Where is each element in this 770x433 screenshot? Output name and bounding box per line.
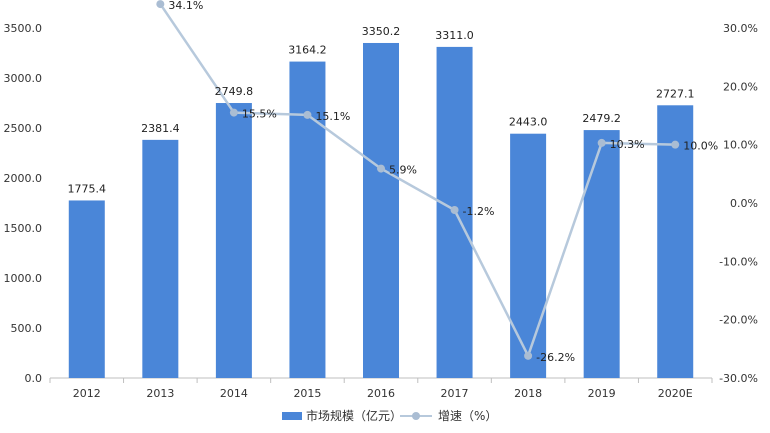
bar-value-label: 2749.8 (215, 85, 254, 98)
left-axis-tick-label: 3000.0 (4, 72, 43, 85)
growth-value-label: 10.3% (610, 138, 645, 151)
left-axis-tick-label: 500.0 (11, 322, 43, 335)
bar (215, 103, 252, 379)
growth-value-label: 34.1% (168, 0, 203, 12)
x-axis-tick-label: 2013 (146, 387, 174, 400)
x-axis-tick-label: 2012 (73, 387, 101, 400)
x-axis-tick-label: 2014 (220, 387, 248, 400)
growth-point (597, 138, 606, 147)
x-axis-tick-label: 2016 (367, 387, 395, 400)
bar-value-label: 2381.4 (141, 122, 180, 135)
bar-value-label: 3350.2 (362, 25, 401, 38)
right-axis-tick-label: 10.0% (723, 139, 758, 152)
bar (363, 42, 399, 378)
growth-value-label: 10.0% (683, 140, 718, 153)
bar-value-label: 2443.0 (509, 116, 548, 129)
x-axis-tick-label: 2015 (293, 387, 321, 400)
x-axis-tick-label: 2020E (658, 387, 693, 400)
legend-bar-label: 市场规模（亿元） (306, 408, 402, 423)
growth-point (450, 206, 459, 214)
bar (68, 200, 105, 378)
growth-line (159, 3, 676, 358)
bar (510, 133, 547, 378)
growth-point (229, 108, 238, 117)
left-axis: 0.0 500.0 1000.0 1500.0 2000.0 2500.0 3000.0 35… (4, 22, 43, 385)
growth-value-label: 5.9% (389, 164, 417, 177)
growth-point (303, 110, 312, 119)
growth-point (377, 164, 385, 173)
x-axis-tick-label: 2018 (514, 387, 542, 400)
left-axis-tick-label: 0.0 (25, 372, 43, 385)
right-axis-tick-label: -30.0% (719, 372, 758, 385)
right-axis-tick-label: -20.0% (719, 314, 758, 327)
growth-point (156, 0, 165, 9)
legend-line-label: 增速（%） (438, 409, 497, 423)
left-axis-tick-label: 2000.0 (4, 172, 43, 185)
left-axis-tick-label: 1000.0 (4, 272, 43, 285)
bar-value-label: 2727.1 (656, 87, 695, 100)
data-labels: 1775.4 2381.4 2749.8 3164.2 3350.2 3311.0 2443… (68, 0, 719, 364)
legend-line-point (412, 412, 420, 420)
bar (583, 130, 620, 378)
x-axis-tick-label: 2017 (441, 387, 469, 400)
bar-value-label: 3311.0 (435, 29, 474, 42)
legend-bar-swatch (282, 412, 302, 420)
growth-value-label: 15.1% (315, 110, 350, 123)
growth-value-label: 15.5% (242, 108, 277, 121)
bar-value-label: 3164.2 (288, 44, 327, 57)
right-axis-tick-label: 30.0% (723, 22, 758, 35)
bar (657, 105, 694, 378)
right-axis-tick-label: 20.0% (723, 80, 758, 93)
x-axis: 2012 2013 2014 2015 2016 2017 2018 2019 2020E (49, 377, 713, 400)
x-axis-tick-label: 2019 (588, 387, 616, 400)
bar-value-label: 1775.4 (68, 182, 107, 195)
bar-series (68, 42, 694, 379)
right-axis: -30.0% -20.0% -10.0% 0.0% 10.0% 20.0% 30.0% (719, 22, 758, 385)
bar-value-label: 2479.2 (582, 112, 621, 125)
growth-value-label: -26.2% (536, 351, 575, 364)
growth-point (524, 351, 533, 360)
right-axis-tick-label: -10.0% (719, 255, 758, 268)
left-axis-tick-label: 1500.0 (4, 222, 43, 235)
left-axis-tick-label: 2500.0 (4, 122, 43, 135)
growth-line-series (156, 0, 680, 360)
bar (142, 139, 179, 378)
growth-value-label: -1.2% (463, 205, 495, 218)
right-axis-tick-label: 0.0% (730, 197, 758, 210)
growth-point (671, 140, 680, 149)
legend: 市场规模（亿元） 增速（%） (282, 408, 497, 423)
left-axis-tick-label: 3500.0 (4, 22, 43, 35)
